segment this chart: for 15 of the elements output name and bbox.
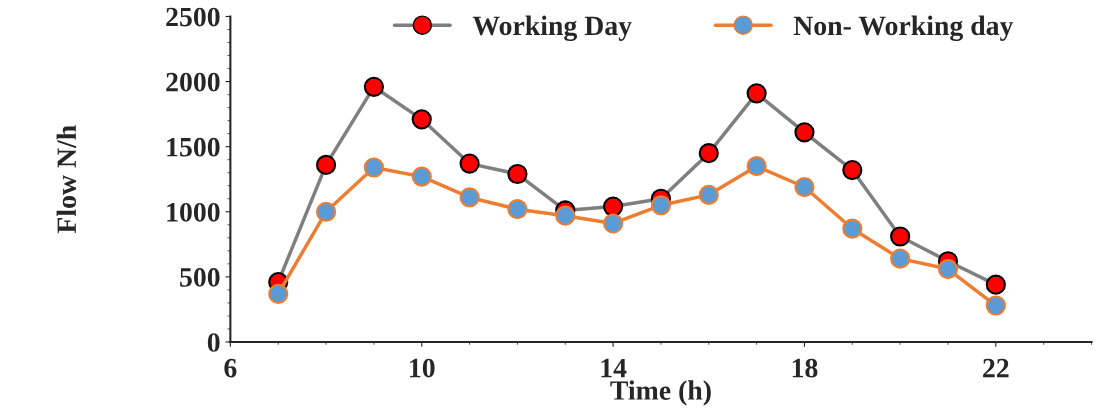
y-tick-label: 2000 bbox=[166, 72, 220, 92]
x-tick-label: 6 bbox=[224, 358, 237, 378]
y-tick-label: 1500 bbox=[167, 137, 220, 157]
x-tick-label: 10 bbox=[410, 358, 435, 378]
x-tick-label: 14 bbox=[601, 358, 627, 378]
legend-label: Working Day bbox=[472, 15, 632, 42]
x-axis-title: Time (h) bbox=[610, 380, 711, 406]
y-axis-title: Flow N/h bbox=[56, 125, 77, 234]
x-tick-label: 18 bbox=[792, 358, 818, 378]
y-tick-label: 1000 bbox=[167, 202, 220, 222]
y-tick-label: 2500 bbox=[166, 7, 220, 27]
y-tick-label: 500 bbox=[180, 268, 220, 287]
y-tick-label: 0 bbox=[207, 333, 220, 352]
x-tick-label: 22 bbox=[983, 358, 1009, 378]
legend-label: Non- Working day bbox=[793, 15, 1014, 42]
